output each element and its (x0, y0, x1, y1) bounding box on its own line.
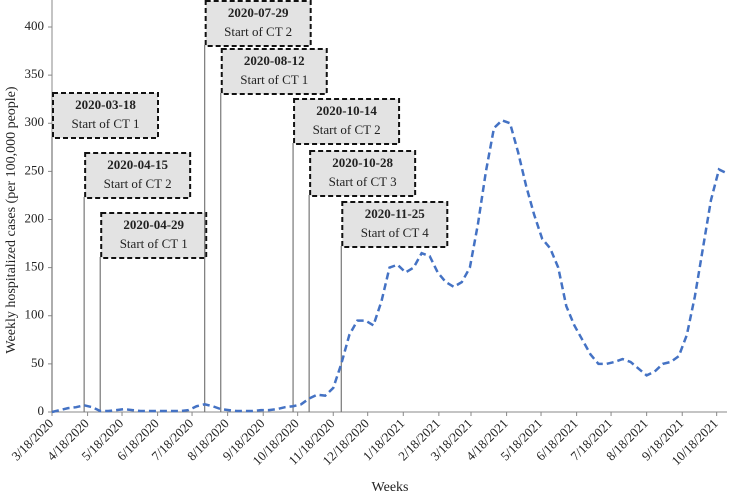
annotation-box (220, 48, 328, 95)
y-tick-label: 0 (38, 403, 45, 418)
annotation-date: 2020-04-29 (123, 217, 184, 232)
y-tick-label: 250 (25, 162, 45, 177)
annotation-box (204, 0, 312, 47)
y-tick-label: 200 (25, 210, 45, 225)
annotation-date: 2020-07-29 (228, 5, 289, 20)
y-tick-label: 300 (25, 114, 45, 129)
data-line (51, 118, 728, 414)
y-axis-title: Weekly hospitalized cases (per 100,000 p… (4, 86, 19, 353)
annotation-date: 2020-03-18 (75, 97, 136, 112)
annotation-label: Start of CT 1 (240, 72, 308, 87)
annotation-date: 2020-10-28 (332, 155, 393, 170)
annotation-box (293, 98, 401, 145)
annotation-date: 2020-04-15 (107, 157, 168, 172)
x-axis-title: Weeks (372, 480, 409, 495)
y-tick-label: 350 (25, 66, 45, 81)
annotation-label: Start of CT 3 (329, 174, 397, 189)
annotation-box (52, 92, 159, 139)
y-tick-label: 100 (25, 307, 45, 322)
annotation-box (84, 152, 192, 199)
annotation-box (100, 212, 208, 259)
annotation-label: Start of CT 2 (104, 176, 172, 191)
annotation-label: Start of CT 1 (71, 116, 139, 131)
y-tick-label: 400 (25, 18, 45, 33)
annotation-box (341, 201, 449, 248)
annotation-date: 2020-11-25 (365, 206, 425, 221)
annotation-date: 2020-08-12 (244, 53, 305, 68)
annotation-date: 2020-10-14 (316, 103, 377, 118)
annotation-box (309, 150, 417, 197)
y-tick-label: 50 (31, 355, 44, 370)
annotation-label: Start of CT 2 (313, 122, 381, 137)
annotation-label: Start of CT 4 (361, 225, 430, 240)
y-tick-label: 150 (25, 259, 45, 274)
annotation-label: Start of CT 1 (120, 236, 188, 251)
annotation-label: Start of CT 2 (224, 24, 292, 39)
